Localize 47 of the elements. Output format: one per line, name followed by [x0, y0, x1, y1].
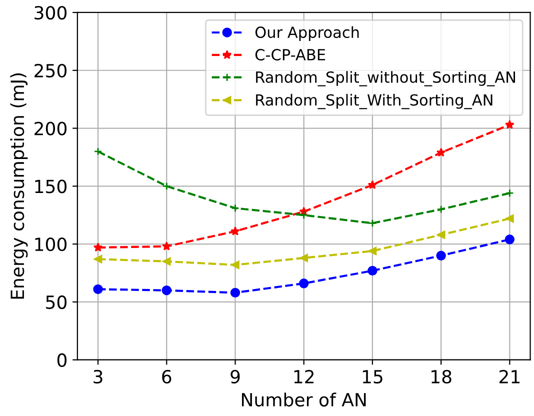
point — [506, 188, 514, 198]
point — [506, 214, 514, 223]
point — [300, 210, 308, 220]
point — [504, 234, 515, 244]
point — [94, 254, 102, 264]
y-tick-label: 50 — [46, 295, 67, 310]
point — [436, 230, 446, 239]
point — [94, 147, 102, 156]
point — [93, 242, 103, 252]
point — [162, 182, 171, 190]
point — [230, 288, 240, 298]
point — [298, 278, 309, 288]
y-tick-label: 150 — [35, 180, 67, 194]
legend-label: Random_Split_With_Sorting_AN — [256, 94, 492, 110]
point — [230, 226, 240, 236]
x-tick-label: 21 — [500, 370, 520, 384]
x-tick-label: 12 — [294, 370, 314, 384]
point — [368, 246, 377, 256]
point — [162, 242, 172, 250]
y-tick-label: 100 — [35, 238, 67, 252]
legend-label: C-CP-ABE — [255, 48, 326, 60]
x-tick-label: 9 — [230, 370, 240, 384]
x-tick-label: 15 — [362, 370, 382, 384]
y-tick-label: 250 — [34, 64, 67, 78]
x-axis-title: Number of AN — [242, 392, 366, 407]
legend-label: Random_Split_without_Sorting_AN — [256, 71, 516, 86]
point — [436, 205, 446, 214]
point — [505, 120, 514, 129]
point — [300, 254, 308, 262]
y-tick-label: 300 — [34, 6, 67, 20]
point — [93, 284, 103, 294]
legend-label: Our Approach — [255, 26, 359, 42]
y-tick-label: 0 — [57, 353, 67, 367]
point — [231, 204, 240, 212]
y-tick-label: 200 — [34, 122, 67, 136]
point — [368, 180, 378, 190]
point — [231, 260, 240, 270]
x-tick-label: 18 — [432, 370, 452, 384]
point — [368, 266, 378, 276]
point — [368, 219, 377, 228]
x-tick-label: 6 — [162, 370, 172, 384]
point — [436, 148, 446, 157]
x-tick-label: 3 — [94, 370, 102, 384]
y-axis-title: Energy consumption (mJ) — [10, 73, 28, 299]
point — [162, 286, 172, 296]
point — [162, 257, 171, 266]
point — [436, 250, 446, 260]
